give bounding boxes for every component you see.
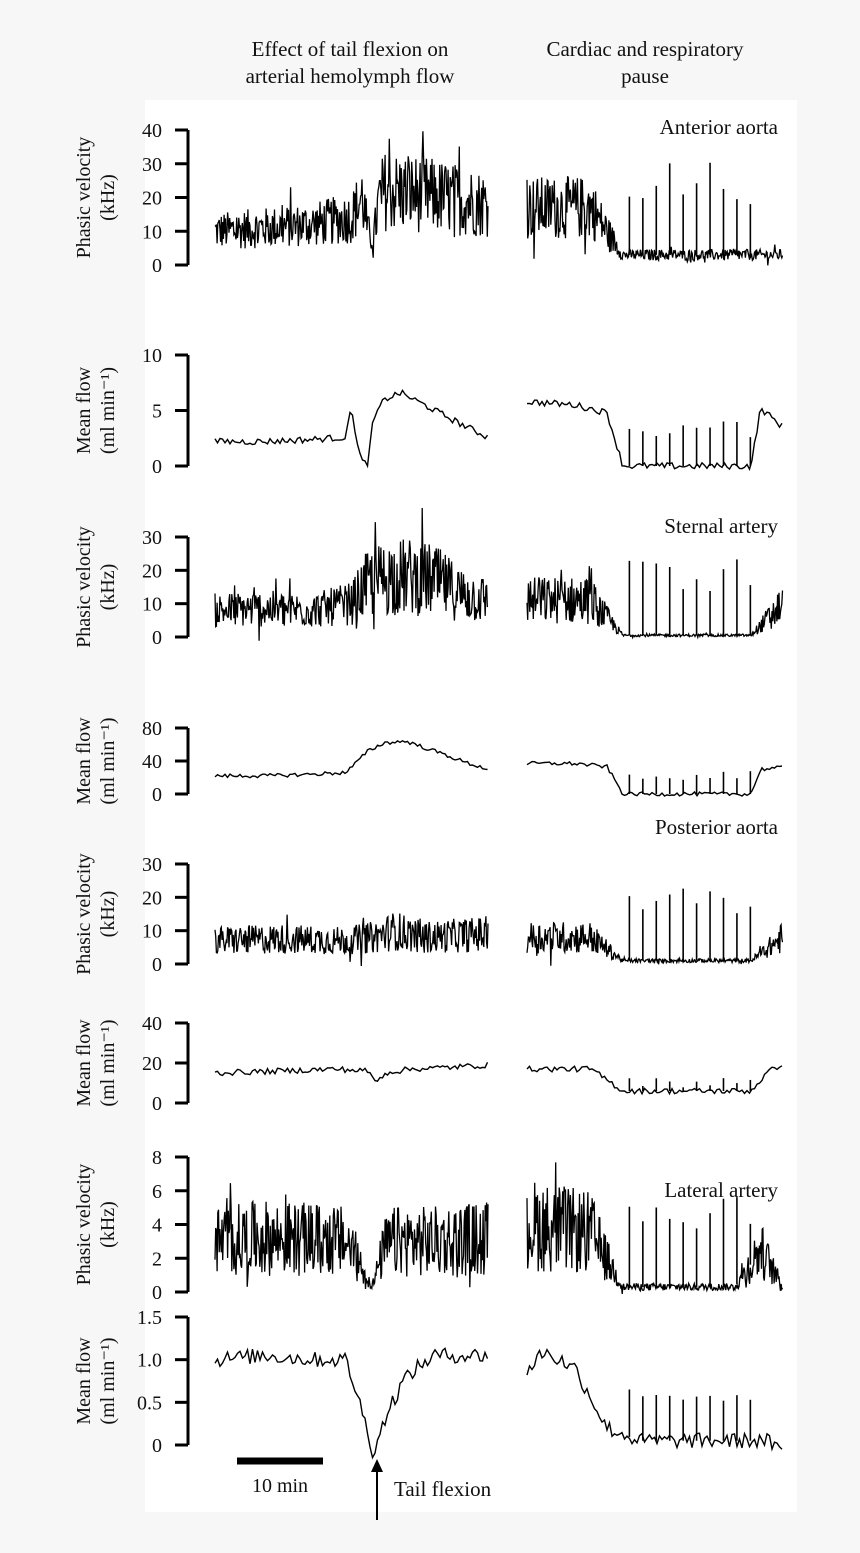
figure-panel-background (145, 100, 797, 1512)
panel-7-y-tick-label: 4 (152, 1215, 162, 1237)
panel-6-y-tick-label: 20 (142, 1053, 162, 1075)
panel-5-y-axis-label: (kHz) (97, 891, 119, 938)
panel-2-y-tick-label: 5 (152, 401, 162, 423)
right-column-heading: Cardiac and respiratory pause (546, 37, 744, 88)
panel-8-pause-trace (526, 1348, 783, 1452)
panel-8-y-axis-label: (ml min⁻¹) (97, 1337, 119, 1424)
panel-3-title: Sternal artery (664, 514, 778, 538)
scale-bar-label: 10 min (252, 1475, 308, 1497)
panel-1-flexion-trace (214, 131, 489, 258)
panel-1-y-tick-label: 10 (142, 221, 162, 243)
panel-2-y-axis-label: (ml min⁻¹) (97, 367, 119, 454)
panel-2-y-axis-label: Mean flow (73, 366, 95, 454)
panel-4-y-axis-label: (ml min⁻¹) (97, 717, 119, 804)
panel-3-y-tick-label: 10 (142, 594, 162, 616)
panel-8-y-tick-label: 1.5 (137, 1307, 162, 1329)
panel-3-y-tick-label: 30 (142, 527, 162, 549)
panel-5-title: Posterior aorta (655, 815, 779, 839)
panel-4-y-tick-label: 80 (142, 718, 162, 740)
panel-1-title: Anterior aorta (660, 115, 779, 139)
panel-1-y-tick-label: 40 (142, 120, 162, 142)
panel-6-flexion-trace (214, 1062, 489, 1082)
panel-1-pause-trace (526, 176, 784, 266)
panel-1-y-tick-label: 30 (142, 154, 162, 176)
panel-6-y-axis-label: Mean flow (73, 1019, 95, 1107)
panel-7-title: Lateral artery (664, 1178, 778, 1202)
panel-3-flexion-trace (214, 507, 489, 641)
panel-4-y-tick-label: 0 (152, 784, 162, 806)
panel-4-flexion-trace (214, 739, 488, 779)
panel-6-y-tick-label: 40 (142, 1013, 162, 1035)
panel-8-flexion-trace (214, 1347, 489, 1460)
panel-7-y-axis-label: (kHz) (97, 1201, 119, 1248)
panel-5-flexion-trace (214, 913, 489, 967)
panel-8-y-tick-label: 0.5 (137, 1392, 162, 1414)
panel-7-y-tick-label: 8 (152, 1147, 162, 1169)
panel-2-y-tick-label: 10 (142, 345, 162, 367)
panel-7-y-tick-label: 2 (152, 1248, 162, 1270)
panel-7-pause-trace (526, 1162, 784, 1295)
panel-5-y-tick-label: 0 (152, 954, 162, 976)
panel-8-y-axis-label: Mean flow (73, 1337, 95, 1425)
panel-2-y-tick-label: 0 (152, 456, 162, 478)
panel-3-pause-trace (526, 566, 784, 640)
panel-5-pause-trace (526, 921, 784, 966)
tail-flexion-label: Tail flexion (394, 1477, 492, 1501)
panel-4-y-axis-label: Mean flow (73, 717, 95, 805)
panel-7-y-axis-label: Phasic velocity (73, 1164, 95, 1286)
panel-5-y-tick-label: 10 (142, 921, 162, 943)
panel-3-y-tick-label: 0 (152, 627, 162, 649)
panel-5-y-tick-label: 30 (142, 854, 162, 876)
panel-2-flexion-trace (214, 389, 489, 469)
panel-1-y-tick-label: 20 (142, 188, 162, 210)
panel-8-y-tick-label: 1.0 (137, 1350, 162, 1372)
panel-4-y-tick-label: 40 (142, 751, 162, 773)
panel-7-y-tick-label: 6 (152, 1181, 162, 1203)
panel-5-y-axis-label: Phasic velocity (73, 853, 95, 975)
panel-7-flexion-trace (214, 1183, 489, 1291)
panel-1-y-tick-label: 0 (152, 255, 162, 277)
panel-6-y-tick-label: 0 (152, 1093, 162, 1115)
panel-1-y-axis-label: (kHz) (97, 174, 119, 221)
panel-3-y-axis-label: Phasic velocity (73, 526, 95, 648)
panel-1-y-axis-label: Phasic velocity (73, 137, 95, 259)
tail-flexion-arrow-head (371, 1459, 383, 1472)
panel-7-y-tick-label: 0 (152, 1282, 162, 1304)
panel-4-pause-trace (526, 760, 783, 798)
panel-3-y-tick-label: 20 (142, 560, 162, 582)
panel-2-pause-trace (526, 399, 783, 471)
panel-3-y-axis-label: (kHz) (97, 564, 119, 611)
panel-6-pause-trace (526, 1065, 783, 1096)
panel-5-y-tick-label: 20 (142, 887, 162, 909)
panel-8-y-tick-label: 0 (152, 1435, 162, 1457)
panel-6-y-axis-label: (ml min⁻¹) (97, 1019, 119, 1106)
left-column-heading: Effect of tail flexion on arterial hemol… (245, 37, 455, 88)
